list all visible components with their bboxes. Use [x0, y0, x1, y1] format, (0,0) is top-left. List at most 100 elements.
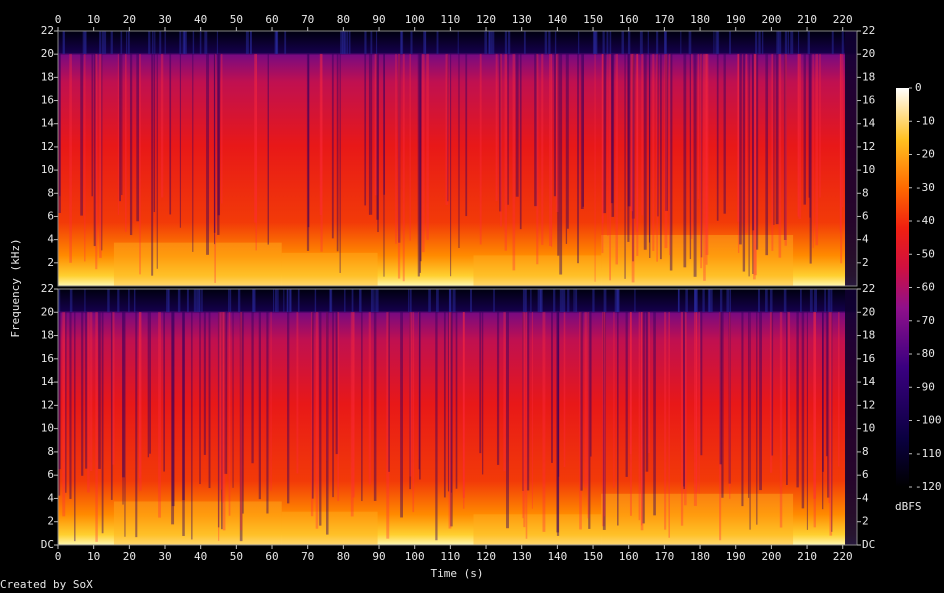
spectrogram-stripe	[368, 312, 371, 485]
spectrogram-stripe	[266, 312, 269, 514]
spectrogram-noise	[436, 31, 439, 54]
colorbar-tick-label: -120	[915, 480, 942, 493]
spectrogram-noise	[346, 31, 349, 54]
colorbar-tick-label: -10	[915, 114, 935, 127]
credit: Created by SoX	[0, 578, 93, 591]
y-tick-label-right: 10	[862, 422, 875, 435]
spectrogram-noise	[621, 31, 624, 54]
spectrogram-stripe	[419, 312, 421, 480]
spectrogram-stripe	[526, 312, 530, 491]
spectrogram-stripe	[58, 312, 61, 470]
x-tick-label: 60	[265, 13, 278, 26]
spectrogram-stripe	[693, 53, 697, 277]
x-tick-label: 80	[337, 550, 350, 563]
spectrogram-stripe	[698, 312, 700, 494]
colorbar-tick-label: -40	[915, 214, 935, 227]
spectrogram-stripe	[829, 312, 833, 536]
spectrogram-noise	[530, 289, 532, 313]
spectrogram-stripe	[602, 312, 606, 527]
spectrogram-noise	[216, 31, 218, 54]
spectrogram-stripe	[783, 53, 787, 240]
spectrogram-noise	[603, 289, 607, 313]
y-tick-label-right: 14	[862, 117, 876, 130]
spectrogram-noise	[696, 289, 698, 313]
spectrogram-stripe	[419, 53, 422, 262]
spectrogram-noise	[253, 289, 256, 313]
spectrogram-noise	[525, 289, 527, 313]
spectrogram-stripe	[741, 312, 744, 507]
spectrogram-stripe	[579, 312, 582, 530]
spectrogram-band	[601, 235, 794, 286]
x-tick-label: 140	[547, 550, 567, 563]
spectrogram-stripe	[522, 312, 524, 491]
spectrogram-stripe	[645, 312, 649, 472]
spectrogram-stripe	[719, 312, 722, 541]
x-tick-label: 90	[372, 550, 385, 563]
y-tick-label-right: 16	[862, 352, 875, 365]
spectrogram-stripe	[192, 53, 194, 252]
colorbar-tick-label: -70	[915, 314, 935, 327]
spectrogram-stripe	[683, 53, 687, 268]
spectrogram-noise	[159, 31, 162, 54]
spectrogram-noise	[592, 289, 595, 313]
spectrogram-stripe	[839, 53, 842, 233]
spectrogram-stripe	[402, 53, 405, 282]
colorbar-tick-label: -90	[915, 380, 935, 393]
spectrogram-stripe	[139, 312, 142, 491]
spectrogram-stripe	[217, 53, 221, 216]
spectrogram-stripe	[656, 53, 658, 262]
x-tick-label: 160	[619, 13, 639, 26]
spectrogram-noise	[436, 289, 439, 313]
spectrogram-noise	[410, 31, 413, 54]
spectrogram-noise	[824, 289, 826, 313]
spectrogram-noise	[616, 289, 620, 313]
spectrogram-stripe	[90, 312, 93, 472]
spectrogram-stripe	[669, 53, 673, 271]
colorbar-tick-label: 0	[915, 81, 922, 94]
spectrogram-stripe	[191, 312, 193, 540]
spectrogram-noise	[314, 289, 317, 313]
spectrogram-stripe	[398, 53, 401, 243]
spectrogram-noise	[707, 289, 710, 313]
spectrogram-stripe	[296, 312, 299, 474]
spectrogram-stripe	[565, 53, 568, 244]
spectrogram-stripe	[332, 312, 334, 498]
spectrogram-stripe	[310, 312, 314, 517]
spectrogram-stripe	[158, 312, 161, 518]
spectrogram-stripe	[383, 53, 385, 195]
spectrogram-stripe	[95, 53, 98, 270]
spectrogram-stripe	[496, 312, 500, 465]
spectrogram-stripe	[458, 53, 460, 248]
spectrogram-stripe	[648, 53, 650, 243]
spectrogram-stripe	[376, 53, 379, 220]
y-tick-label-left: 18	[41, 70, 54, 83]
y-tick-label-left: 14	[41, 375, 55, 388]
spectrogram-noise	[408, 289, 410, 313]
spectrogram-stripe	[773, 53, 775, 225]
spectrogram-stripe	[664, 53, 668, 249]
spectrogram-stripe	[831, 312, 833, 532]
spectrogram-noise	[375, 289, 379, 313]
spectrogram-noise	[778, 31, 782, 54]
y-tick-label-left: 8	[47, 445, 54, 458]
spectrogram-noise	[201, 289, 203, 313]
spectrogram-stripe	[84, 53, 86, 262]
spectrogram-stripe	[737, 53, 740, 222]
spectrogram-noise	[507, 31, 511, 54]
spectrogram-stripe	[149, 312, 151, 454]
spectrogram-noise	[228, 289, 230, 313]
spectrogram-noise	[504, 31, 508, 54]
colorbar-label: dBFS	[895, 500, 922, 513]
spectrogram-stripe	[99, 53, 102, 258]
spectrogram-stripe	[519, 53, 522, 230]
spectrogram-stripe	[556, 312, 560, 536]
spectrogram-noise	[457, 31, 459, 54]
spectrogram-stripe	[705, 53, 709, 255]
colorbar-tick-label: -110	[915, 447, 942, 460]
spectrogram-noise	[814, 289, 818, 313]
spectrogram-stripe	[220, 312, 223, 530]
spectrogram-noise	[168, 289, 170, 313]
spectrogram-stripe	[555, 53, 559, 213]
spectrogram-stripe	[206, 53, 209, 255]
x-tick-label: 190	[726, 13, 746, 26]
